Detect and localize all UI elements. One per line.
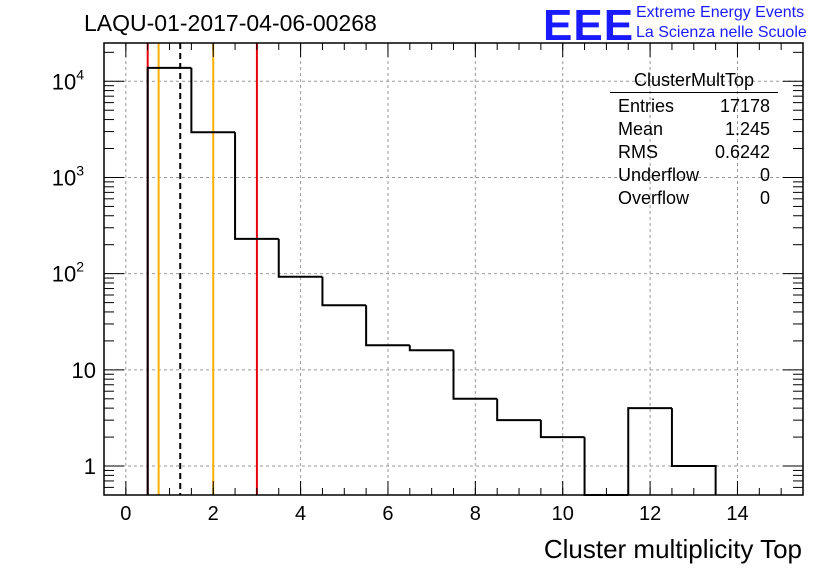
stats-row: Overflow 0 [610, 187, 778, 210]
histogram-series [146, 66, 717, 496]
histogram-bin [234, 132, 279, 240]
stats-row: RMS 0.6242 [610, 141, 778, 164]
y-tick-label: 102 [52, 259, 84, 287]
x-tick-label: 4 [295, 503, 306, 525]
stats-label: Mean [618, 119, 664, 139]
stats-value: 17178 [719, 96, 770, 116]
histogram-bin [670, 408, 717, 495]
marker-lines [146, 43, 258, 495]
histogram-bin [146, 66, 192, 495]
stats-label: Entries [618, 96, 675, 116]
x-tick-label: 6 [382, 503, 393, 525]
histogram-bin [539, 420, 585, 439]
histogram-bin [452, 350, 498, 400]
histogram-bin [365, 305, 410, 347]
histogram-bin [277, 238, 323, 278]
stats-row: Mean 1.245 [610, 118, 778, 141]
stats-label: Overflow [618, 188, 690, 208]
x-tick-label: 2 [208, 503, 219, 525]
histogram-bin [408, 345, 454, 352]
plot-title: LAQU-01-2017-04-06-00268 [84, 10, 377, 36]
y-tick-label: 104 [52, 66, 84, 94]
stats-row: Underflow 0 [610, 164, 778, 187]
y-tick-label: 103 [52, 162, 84, 190]
stats-box: ClusterMultTop Entries 17178 Mean 1.245 RM… [610, 70, 778, 210]
stats-name: ClusterMultTop [610, 70, 778, 93]
logo-line-1: Extreme Energy Events [636, 4, 805, 21]
axes: 0 2 4 6 8 10 12 14 1 10 102 103 104 [52, 43, 804, 525]
x-tick-label: 14 [726, 503, 748, 525]
stats-value: 0.6242 [714, 142, 770, 162]
logo-line-2: La Scienza nelle Scuole [636, 24, 807, 41]
histogram-bin [190, 67, 236, 134]
stats-value: 0 [759, 165, 770, 185]
y-tick-label: 1 [84, 454, 96, 479]
stats-label: Underflow [618, 165, 700, 185]
histogram-bin [627, 407, 672, 495]
y-tick-label: 10 [72, 358, 96, 383]
x-tick-label: 10 [552, 503, 574, 525]
stats-value: 0 [759, 188, 770, 208]
histogram-bin [496, 398, 541, 422]
stats-label: RMS [618, 142, 658, 162]
x-tick-label: 12 [639, 503, 661, 525]
histogram-bin [321, 276, 367, 307]
stats-row: Entries 17178 [610, 95, 778, 118]
x-axis-label: Cluster multiplicity Top [543, 534, 802, 564]
x-tick-label: 8 [470, 503, 481, 525]
x-tick-label: 0 [120, 503, 131, 525]
eee-logo: EEE [543, 1, 635, 50]
stats-value: 1.245 [724, 119, 770, 139]
